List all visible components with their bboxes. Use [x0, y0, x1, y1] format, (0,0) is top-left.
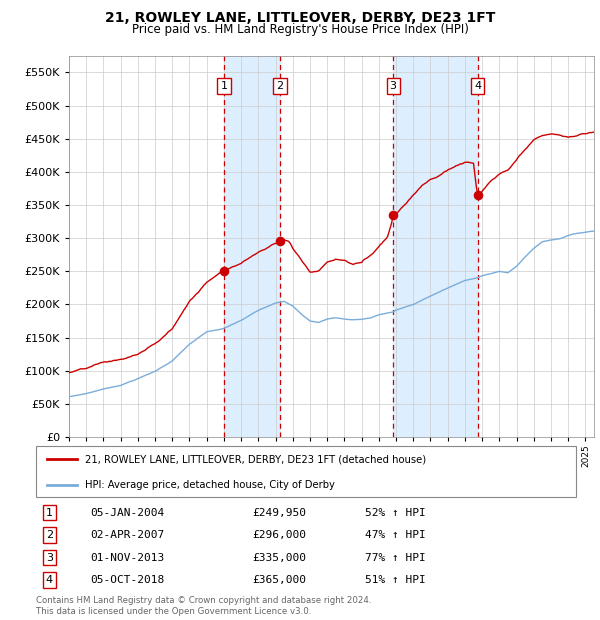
Text: 4: 4: [474, 81, 481, 91]
Point: [219, 267, 229, 277]
Text: 1: 1: [46, 508, 53, 518]
Text: 77% ↑ HPI: 77% ↑ HPI: [365, 552, 426, 563]
Text: 05-OCT-2018: 05-OCT-2018: [90, 575, 164, 585]
Text: £296,000: £296,000: [252, 530, 306, 540]
Text: Price paid vs. HM Land Registry's House Price Index (HPI): Price paid vs. HM Land Registry's House …: [131, 23, 469, 36]
Text: 21, ROWLEY LANE, LITTLEOVER, DERBY, DE23 1FT (detached house): 21, ROWLEY LANE, LITTLEOVER, DERBY, DE23…: [85, 454, 426, 464]
Text: 21, ROWLEY LANE, LITTLEOVER, DERBY, DE23 1FT: 21, ROWLEY LANE, LITTLEOVER, DERBY, DE23…: [105, 11, 495, 25]
Text: 3: 3: [389, 81, 397, 91]
Text: £335,000: £335,000: [252, 552, 306, 563]
Point: [473, 190, 482, 200]
Text: 05-JAN-2004: 05-JAN-2004: [90, 508, 164, 518]
Point: [388, 210, 398, 220]
Text: 2: 2: [276, 81, 283, 91]
Text: £365,000: £365,000: [252, 575, 306, 585]
Text: 51% ↑ HPI: 51% ↑ HPI: [365, 575, 426, 585]
Point: [275, 236, 284, 246]
Text: 2: 2: [46, 530, 53, 540]
Bar: [224, 56, 280, 437]
Text: £249,950: £249,950: [252, 508, 306, 518]
Text: 01-NOV-2013: 01-NOV-2013: [90, 552, 164, 563]
Text: 4: 4: [46, 575, 53, 585]
FancyBboxPatch shape: [36, 446, 576, 497]
Text: 3: 3: [46, 552, 53, 563]
Text: 52% ↑ HPI: 52% ↑ HPI: [365, 508, 426, 518]
Text: 1: 1: [221, 81, 227, 91]
Text: 02-APR-2007: 02-APR-2007: [90, 530, 164, 540]
Text: 47% ↑ HPI: 47% ↑ HPI: [365, 530, 426, 540]
Text: Contains HM Land Registry data © Crown copyright and database right 2024.
This d: Contains HM Land Registry data © Crown c…: [36, 596, 371, 616]
Text: HPI: Average price, detached house, City of Derby: HPI: Average price, detached house, City…: [85, 479, 334, 490]
Bar: [393, 56, 478, 437]
